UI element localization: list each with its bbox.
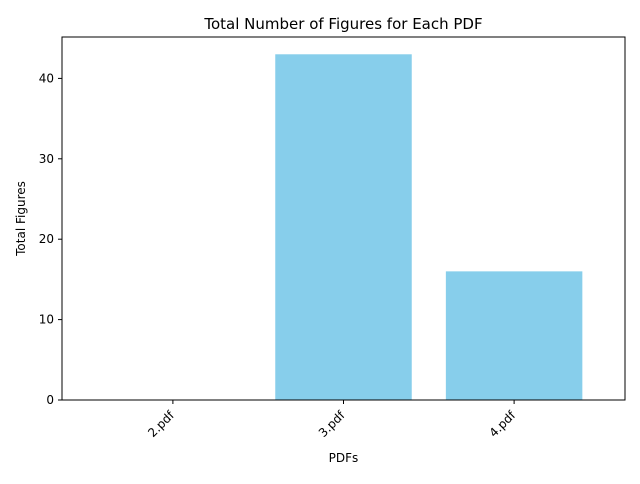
bar-3-pdf	[275, 54, 412, 401]
chart-title: Total Number of Figures for Each PDF	[203, 15, 482, 33]
x-tick-label: 2.pdf	[145, 408, 177, 440]
x-axis-label: PDFs	[329, 451, 359, 465]
plot-frame	[61, 36, 626, 401]
bars-group	[275, 54, 583, 401]
y-axis-ticks: 0 10 20 30 40	[39, 71, 62, 407]
x-axis-ticks: 2.pdf 3.pdf 4.pdf	[145, 400, 519, 440]
y-tick-label: 30	[39, 152, 54, 166]
y-axis-label: Total Figures	[14, 181, 28, 257]
bar-4-pdf	[445, 271, 583, 400]
y-tick-label: 10	[39, 313, 54, 327]
y-tick-label: 0	[46, 393, 54, 407]
x-tick-label: 4.pdf	[486, 408, 518, 440]
y-tick-label: 20	[39, 232, 54, 246]
x-tick-label: 3.pdf	[316, 408, 348, 440]
y-tick-label: 40	[39, 71, 54, 85]
